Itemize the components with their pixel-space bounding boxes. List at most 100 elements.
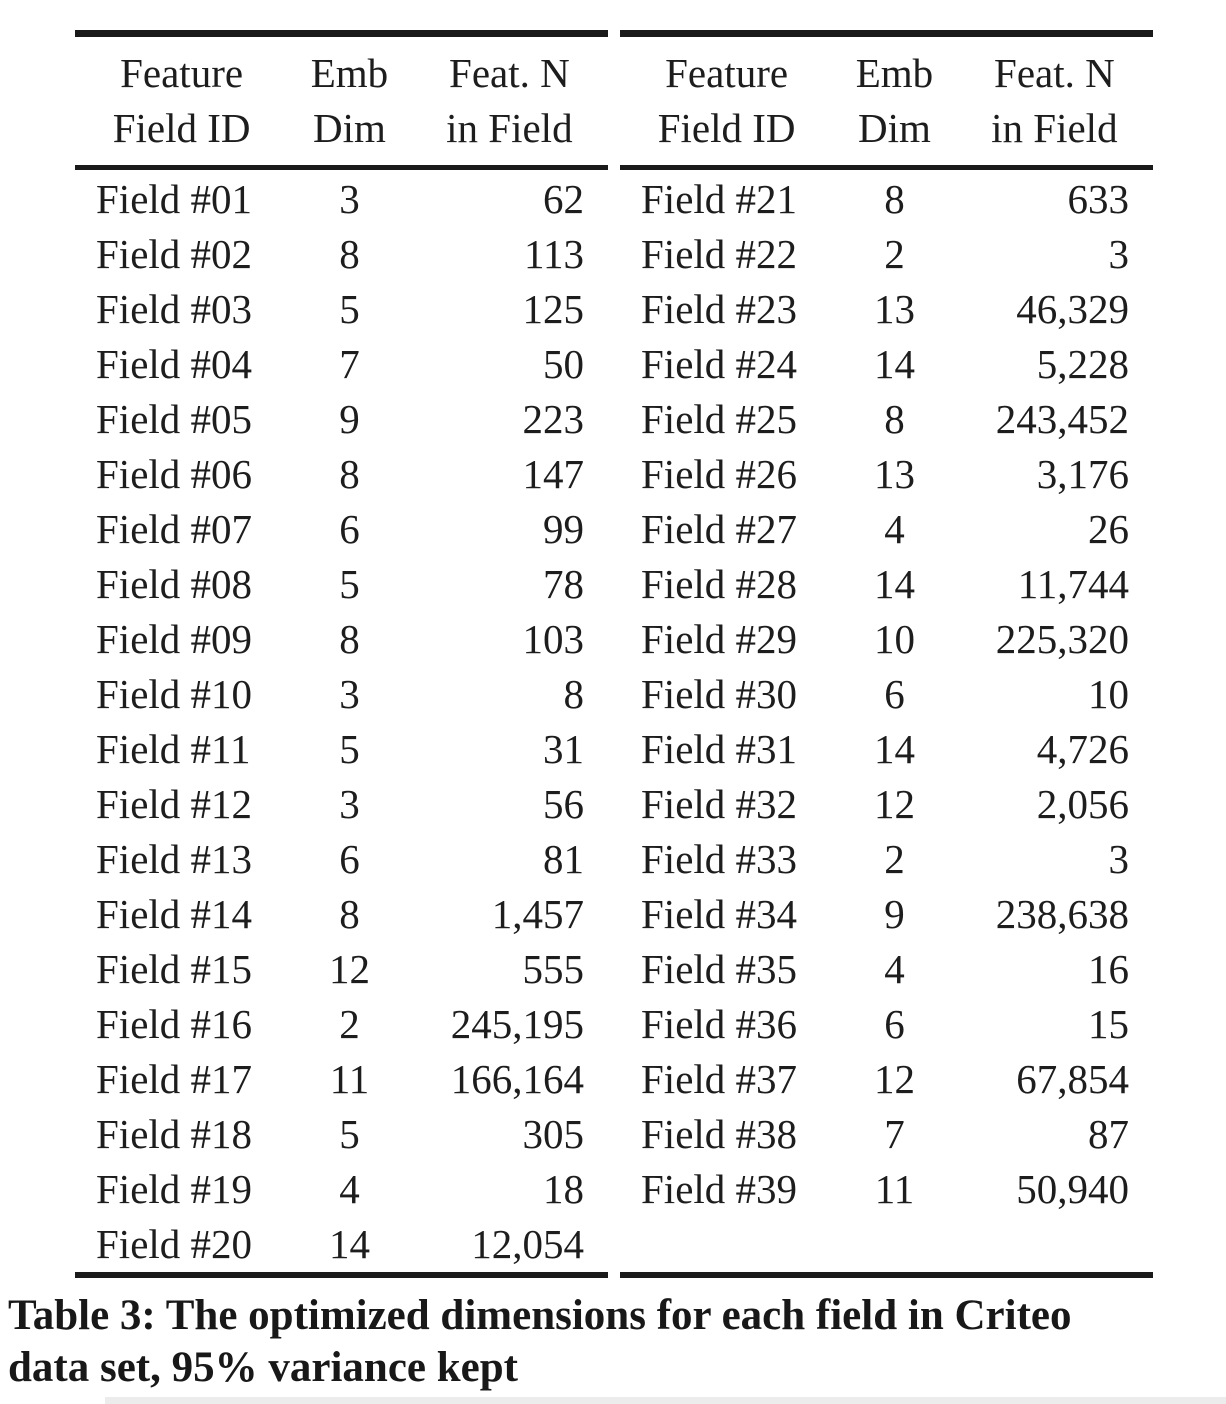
caption-line-2: data set, 95% variance kept (8, 1344, 518, 1391)
field-id-cell: Field #16 (96, 1000, 253, 1047)
field-id-cell: Field #07 (96, 505, 253, 552)
emb-dim-cell: 7 (339, 340, 360, 387)
table-row: Field #10 3 8 (75, 666, 608, 721)
emb-dim-cell: 12 (328, 945, 370, 992)
emb-dim-cell: 13 (873, 450, 915, 497)
field-id-cell: Field #05 (96, 395, 253, 442)
header-line: Field ID (112, 105, 251, 151)
table-row: Field #32 12 2,056 (620, 776, 1153, 831)
emb-dim-cell: 5 (339, 560, 360, 607)
feat-n-cell: 11,744 (1017, 560, 1129, 607)
table-row: Field #03 5 125 (75, 281, 608, 336)
field-id-cell: Field #38 (641, 1110, 798, 1157)
header-line: in Field (446, 105, 573, 151)
emb-dim-cell: 4 (339, 1165, 360, 1212)
table-row: Field #06 8 147 (75, 446, 608, 501)
emb-dim-cell: 11 (329, 1055, 370, 1102)
field-id-cell: Field #13 (96, 835, 253, 882)
field-id-cell: Field #25 (641, 395, 798, 442)
feat-n-cell: 166,164 (450, 1055, 584, 1102)
field-id-cell: Field #10 (96, 670, 253, 717)
table-right-body: Field #21 8 633 Field #22 2 3 Field #23 13 46,32… (620, 170, 1153, 1272)
field-id-cell: Field #11 (96, 725, 251, 772)
emb-dim-cell: 2 (339, 1000, 360, 1047)
field-id-cell: Field #23 (641, 285, 798, 332)
emb-dim-cell: 8 (339, 230, 360, 277)
table-row: Field #31 14 4,726 (620, 721, 1153, 776)
emb-dim-cell: 3 (339, 670, 360, 717)
table-row: Field #36 6 15 (620, 996, 1153, 1051)
header-line: in Field (991, 105, 1118, 151)
header-line: Feature (665, 50, 789, 96)
feat-n-cell: 15 (1087, 1000, 1129, 1047)
feat-n-cell: 56 (542, 780, 584, 827)
feat-n-cell: 78 (542, 560, 584, 607)
emb-dim-cell: 5 (339, 725, 360, 772)
emb-dim-cell: 6 (884, 670, 905, 717)
emb-dim-cell: 5 (339, 285, 360, 332)
feat-n-cell: 99 (542, 505, 584, 552)
emb-dim-cell: 8 (884, 175, 905, 222)
header-line: Dim (313, 105, 386, 151)
feat-n-cell: 3 (1108, 835, 1129, 882)
field-id-cell: Field #21 (641, 175, 798, 222)
field-id-cell: Field #34 (641, 890, 798, 937)
feat-n-cell: 2,056 (1036, 780, 1129, 827)
emb-dim-cell: 10 (873, 615, 915, 662)
feat-n-cell: 50,940 (1016, 1165, 1129, 1212)
table3-container: Feature Field ID Emb Dim Feat. N in Fiel… (75, 30, 1226, 1278)
table-row: Field #15 12 555 (75, 941, 608, 996)
table-row: Field #24 14 5,228 (620, 336, 1153, 391)
table-row: Field #35 4 16 (620, 941, 1153, 996)
emb-dim-cell: 6 (884, 1000, 905, 1047)
table-row: Field #38 7 87 (620, 1106, 1153, 1161)
emb-dim-cell: 8 (339, 890, 360, 937)
table-row: Field #07 6 99 (75, 501, 608, 556)
field-id-cell: Field #26 (641, 450, 798, 497)
feat-n-cell: 4,726 (1036, 725, 1129, 772)
header-line: Emb (310, 50, 389, 96)
table-row: Field #09 8 103 (75, 611, 608, 666)
emb-dim-cell: 12 (873, 780, 915, 827)
field-id-cell: Field #19 (96, 1165, 253, 1212)
table-row: Field #39 11 50,940 (620, 1161, 1153, 1216)
field-id-cell: Field #09 (96, 615, 253, 662)
feat-n-cell: 245,195 (450, 1000, 584, 1047)
emb-dim-cell: 13 (873, 285, 915, 332)
emb-dim-cell: 8 (339, 450, 360, 497)
field-id-cell: Field #33 (641, 835, 798, 882)
field-id-cell: Field #06 (96, 450, 253, 497)
emb-dim-cell: 14 (873, 560, 915, 607)
feat-n-cell: 31 (542, 725, 584, 772)
table-row: Field #26 13 3,176 (620, 446, 1153, 501)
field-id-cell: Field #22 (641, 230, 798, 277)
emb-dim-cell: 4 (884, 945, 905, 992)
table-row: Field #12 3 56 (75, 776, 608, 831)
field-id-cell: Field #27 (641, 505, 798, 552)
feat-n-cell: 26 (1087, 505, 1129, 552)
emb-dim-cell: 3 (339, 175, 360, 222)
table-row: Field #01 3 62 (75, 171, 608, 226)
emb-dim-cell: 14 (873, 340, 915, 387)
table-row: Field #19 4 18 (75, 1161, 608, 1216)
feat-n-cell: 113 (523, 230, 584, 277)
header-feat-n-in-field: Feat. N in Field (411, 46, 608, 156)
next-element-edge (105, 1397, 1226, 1404)
feat-n-cell: 81 (542, 835, 584, 882)
table-row: Field #29 10 225,320 (620, 611, 1153, 666)
table-right-header-rule (620, 165, 1153, 170)
feat-n-cell: 633 (1067, 175, 1129, 222)
header-feat-n-in-field: Feat. N in Field (956, 46, 1153, 156)
feat-n-cell: 103 (522, 615, 584, 662)
feat-n-cell: 125 (522, 285, 584, 332)
feat-n-cell: 16 (1087, 945, 1129, 992)
emb-dim-cell: 8 (339, 615, 360, 662)
feat-n-cell: 87 (1087, 1110, 1129, 1157)
header-line: Feat. N (994, 50, 1115, 96)
table-row: Field #08 5 78 (75, 556, 608, 611)
table-right-header: Feature Field ID Emb Dim Feat. N in Fiel… (620, 37, 1153, 165)
emb-dim-cell: 2 (884, 230, 905, 277)
field-id-cell: Field #18 (96, 1110, 253, 1157)
header-feature-field-id: Feature Field ID (75, 46, 288, 156)
field-id-cell: Field #20 (96, 1220, 253, 1267)
